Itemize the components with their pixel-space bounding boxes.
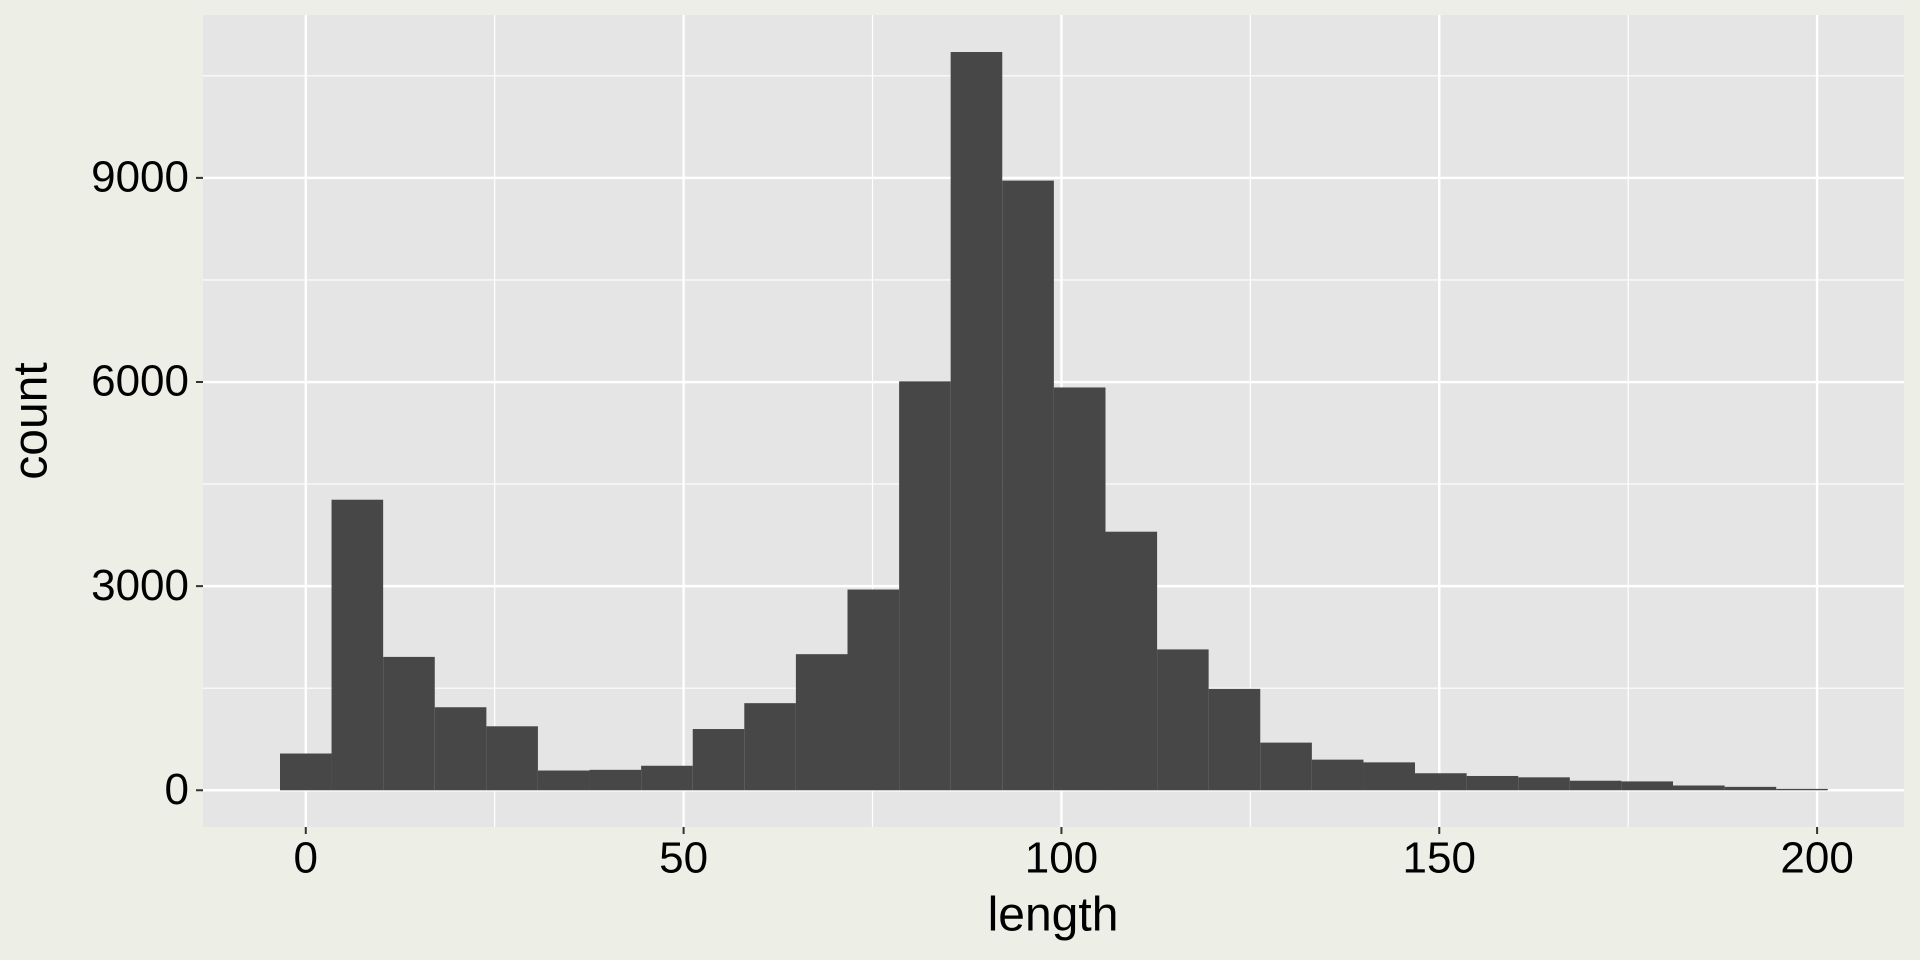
- x-tick-label: 100: [1025, 834, 1098, 883]
- bar: [1260, 742, 1312, 791]
- bar: [795, 654, 848, 791]
- bar: [1053, 387, 1106, 791]
- bar: [1363, 762, 1416, 791]
- x-tick-label: 50: [659, 834, 708, 883]
- bar: [1466, 775, 1519, 791]
- bar: [641, 765, 693, 791]
- bar: [537, 770, 590, 791]
- bar: [434, 707, 487, 791]
- bar: [589, 769, 642, 791]
- y-axis-title: count: [5, 362, 58, 479]
- bar: [847, 589, 900, 791]
- x-axis-title: length: [988, 889, 1119, 942]
- bar: [1672, 785, 1725, 791]
- y-tick-label: 0: [165, 765, 189, 814]
- bar: [331, 499, 384, 791]
- bar: [1724, 786, 1777, 791]
- y-tick-label: 6000: [91, 357, 189, 406]
- bar: [692, 729, 745, 791]
- bar: [744, 703, 796, 791]
- bar: [1569, 780, 1622, 791]
- x-tick-label: 150: [1403, 834, 1476, 883]
- bar: [280, 753, 332, 791]
- bar: [1621, 781, 1673, 791]
- bar: [486, 726, 538, 791]
- x-tick-label: 0: [294, 834, 318, 883]
- bar: [1776, 788, 1828, 791]
- bar: [899, 381, 951, 791]
- bar: [1311, 759, 1364, 791]
- bar: [1415, 773, 1467, 791]
- x-tick-label: 200: [1780, 834, 1853, 883]
- y-tick-label: 3000: [91, 561, 189, 610]
- bar: [1518, 777, 1570, 791]
- bar: [1002, 180, 1054, 791]
- bar: [383, 656, 435, 791]
- bar: [1105, 531, 1158, 791]
- bar: [1208, 688, 1261, 791]
- y-tick-label: 9000: [91, 153, 189, 202]
- bar: [950, 52, 1003, 791]
- bar: [1157, 649, 1209, 791]
